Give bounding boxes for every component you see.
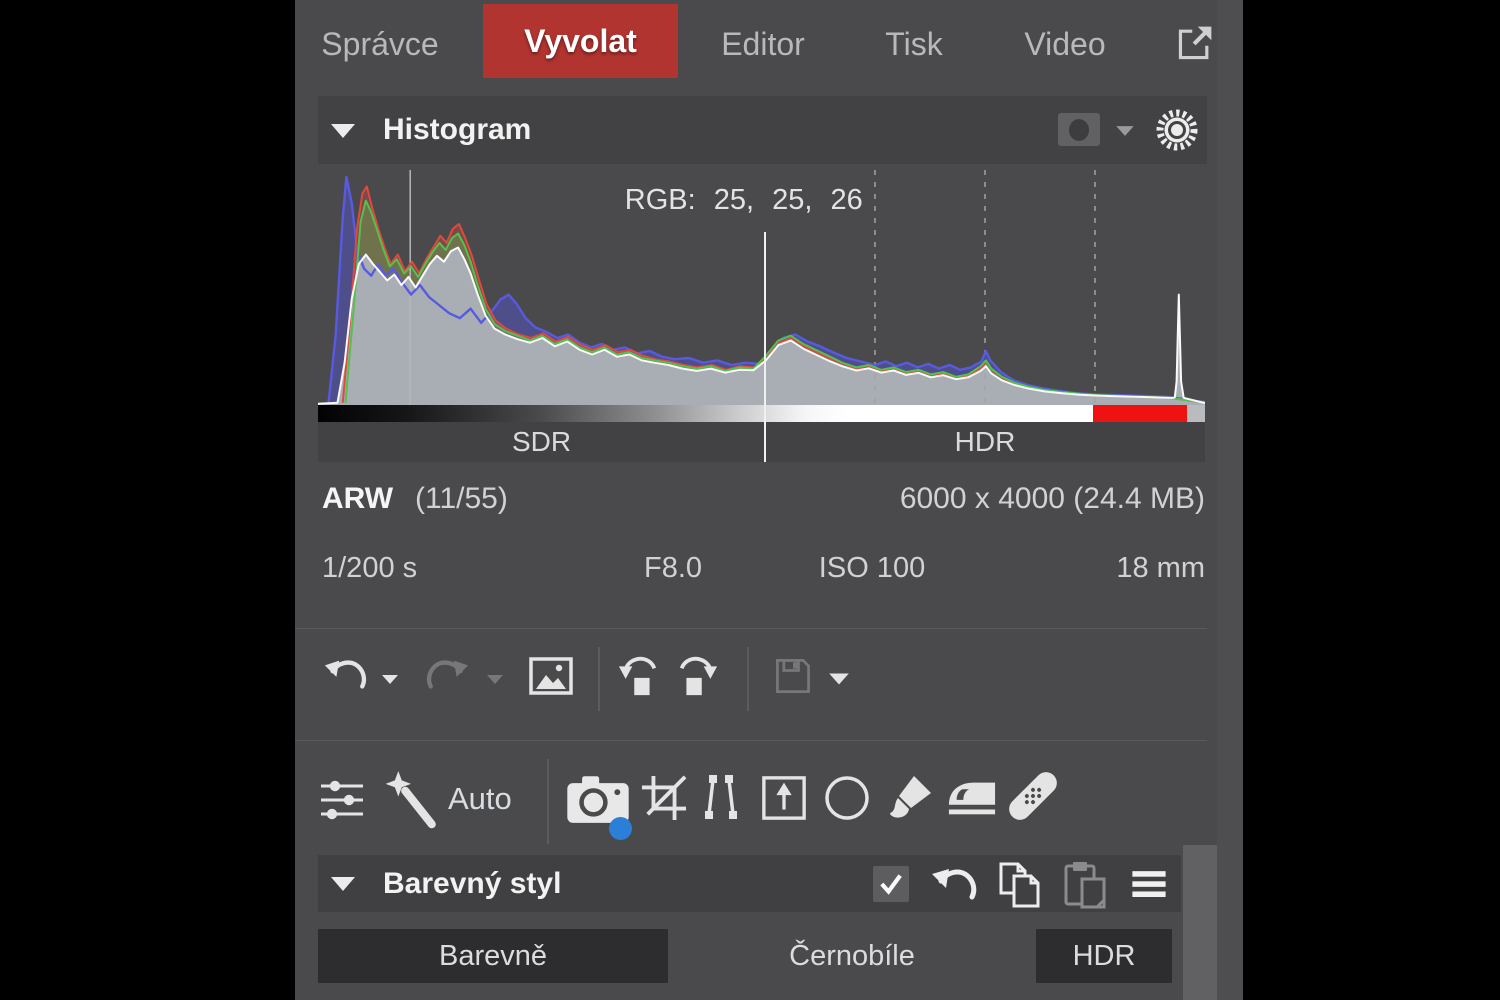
- rgb-readout: RGB: 25, 25, 26: [624, 184, 863, 216]
- develop-side-panel: Správce Vyvolat Editor Tisk Video Histog…: [295, 0, 1243, 1000]
- save-dropdown-caret-icon[interactable]: [828, 672, 850, 686]
- clipping-red-segment: [1093, 405, 1188, 422]
- button-label: HDR: [1072, 939, 1136, 972]
- checkmark-icon: [880, 874, 902, 895]
- shutter-speed: 1/200 s: [322, 552, 418, 584]
- panel-scrollbar-thumb[interactable]: [1183, 845, 1217, 1000]
- camera-active-dot: [609, 817, 632, 840]
- color-style-enabled-checkbox[interactable]: [873, 866, 909, 902]
- sdr-hdr-divider-line: [764, 232, 766, 462]
- straighten-lines-tool-icon[interactable]: [697, 772, 745, 822]
- sdr-hdr-scale: SDR HDR: [318, 422, 1205, 462]
- auto-enhance-wand-icon[interactable]: [383, 770, 439, 830]
- toolbar-separator: [598, 647, 600, 711]
- histogram-settings-gear-icon[interactable]: [1153, 106, 1201, 154]
- tab-tisk[interactable]: Tisk: [864, 0, 964, 88]
- tab-label: Správce: [321, 26, 439, 62]
- copy-settings-icon[interactable]: [996, 859, 1048, 911]
- crop-tool-icon[interactable]: [641, 774, 687, 822]
- toolbar-separator: [547, 759, 549, 844]
- gradient-endcap: [1187, 405, 1205, 422]
- show-original-image-icon[interactable]: [527, 652, 575, 700]
- divider: [295, 740, 1207, 741]
- module-tabbar: Správce Vyvolat Editor Tisk Video: [295, 0, 1243, 88]
- section-menu-icon[interactable]: [1124, 861, 1174, 909]
- save-icon[interactable]: [771, 653, 815, 699]
- file-info-row: ARW (11/55) 6000 x 4000 (24.4 MB): [318, 482, 1205, 522]
- color-mode-button-barevne[interactable]: Barevně: [318, 929, 668, 983]
- color-style-title: Barevný styl: [383, 867, 562, 900]
- divider: [295, 628, 1207, 629]
- frame-index: (11/55): [415, 482, 508, 515]
- color-style-section-header: Barevný styl: [318, 855, 1181, 912]
- paste-settings-icon[interactable]: [1060, 859, 1112, 911]
- redo-dropdown-caret-icon[interactable]: [486, 674, 504, 685]
- histogram-section-header: Histogram: [318, 96, 1207, 164]
- tab-label: Tisk: [885, 26, 943, 62]
- auto-enhance-label[interactable]: Auto: [448, 781, 512, 816]
- iso: ISO 100: [818, 552, 926, 584]
- tab-label: Video: [1024, 26, 1106, 62]
- aperture: F8.0: [643, 552, 703, 584]
- rotate-left-icon[interactable]: [617, 651, 663, 699]
- collapse-arrow-icon[interactable]: [330, 876, 356, 892]
- chevron-down-icon[interactable]: [1115, 125, 1135, 137]
- tone-gradient-bar: [318, 405, 1205, 422]
- collapse-arrow-icon[interactable]: [330, 123, 356, 139]
- camera-profile-icon[interactable]: [566, 774, 630, 824]
- radial-filter-icon[interactable]: [823, 772, 871, 824]
- image-dimensions: 6000 x 4000 (24.4 MB): [899, 482, 1205, 515]
- tab-label: Editor: [721, 26, 805, 62]
- undo-icon[interactable]: [322, 652, 368, 698]
- undo-dropdown-caret-icon[interactable]: [381, 674, 399, 685]
- tab-editor[interactable]: Editor: [703, 0, 823, 88]
- hdr-label: HDR: [954, 426, 1016, 457]
- smoothing-iron-tool-icon[interactable]: [947, 774, 997, 820]
- button-label: Černobíle: [789, 939, 915, 972]
- redo-icon[interactable]: [425, 652, 471, 698]
- histogram-display-mode-button[interactable]: [1058, 113, 1100, 146]
- exif-info-row: 1/200 s F8.0 ISO 100 18 mm: [318, 552, 1205, 592]
- history-toolbar: [295, 645, 1207, 715]
- reset-section-icon[interactable]: [930, 861, 978, 909]
- tab-video[interactable]: Video: [1010, 0, 1120, 88]
- develop-tools-toolbar: Auto: [295, 755, 1207, 848]
- panel-scrollbar-track[interactable]: [1217, 0, 1243, 1000]
- tab-vyvolat[interactable]: Vyvolat: [483, 4, 678, 78]
- histogram-svg: [318, 170, 1205, 405]
- sdr-label: SDR: [511, 426, 572, 457]
- adjustments-sliders-icon[interactable]: [318, 776, 366, 824]
- color-mode-button-cernobile[interactable]: Černobíle: [676, 929, 1028, 983]
- tab-label: Vyvolat: [524, 23, 637, 59]
- focal-length: 18 mm: [1116, 552, 1205, 584]
- open-external-window-icon[interactable]: [1175, 23, 1215, 63]
- filter-brush-icon[interactable]: [887, 770, 935, 822]
- healing-bandaid-tool-icon[interactable]: [1007, 770, 1059, 822]
- file-format: ARW: [322, 482, 394, 515]
- hdr-toggle-button[interactable]: HDR: [1036, 929, 1172, 983]
- exposure-overlay-icon: [1069, 118, 1089, 141]
- histogram-title: Histogram: [383, 113, 532, 146]
- button-label: Barevně: [438, 939, 547, 972]
- perspective-tool-icon[interactable]: [761, 774, 807, 822]
- histogram-plot[interactable]: RGB: 25, 25, 26: [318, 170, 1205, 405]
- rotate-right-icon[interactable]: [673, 651, 719, 699]
- tab-spravce[interactable]: Správce: [315, 0, 445, 88]
- toolbar-separator: [747, 647, 749, 711]
